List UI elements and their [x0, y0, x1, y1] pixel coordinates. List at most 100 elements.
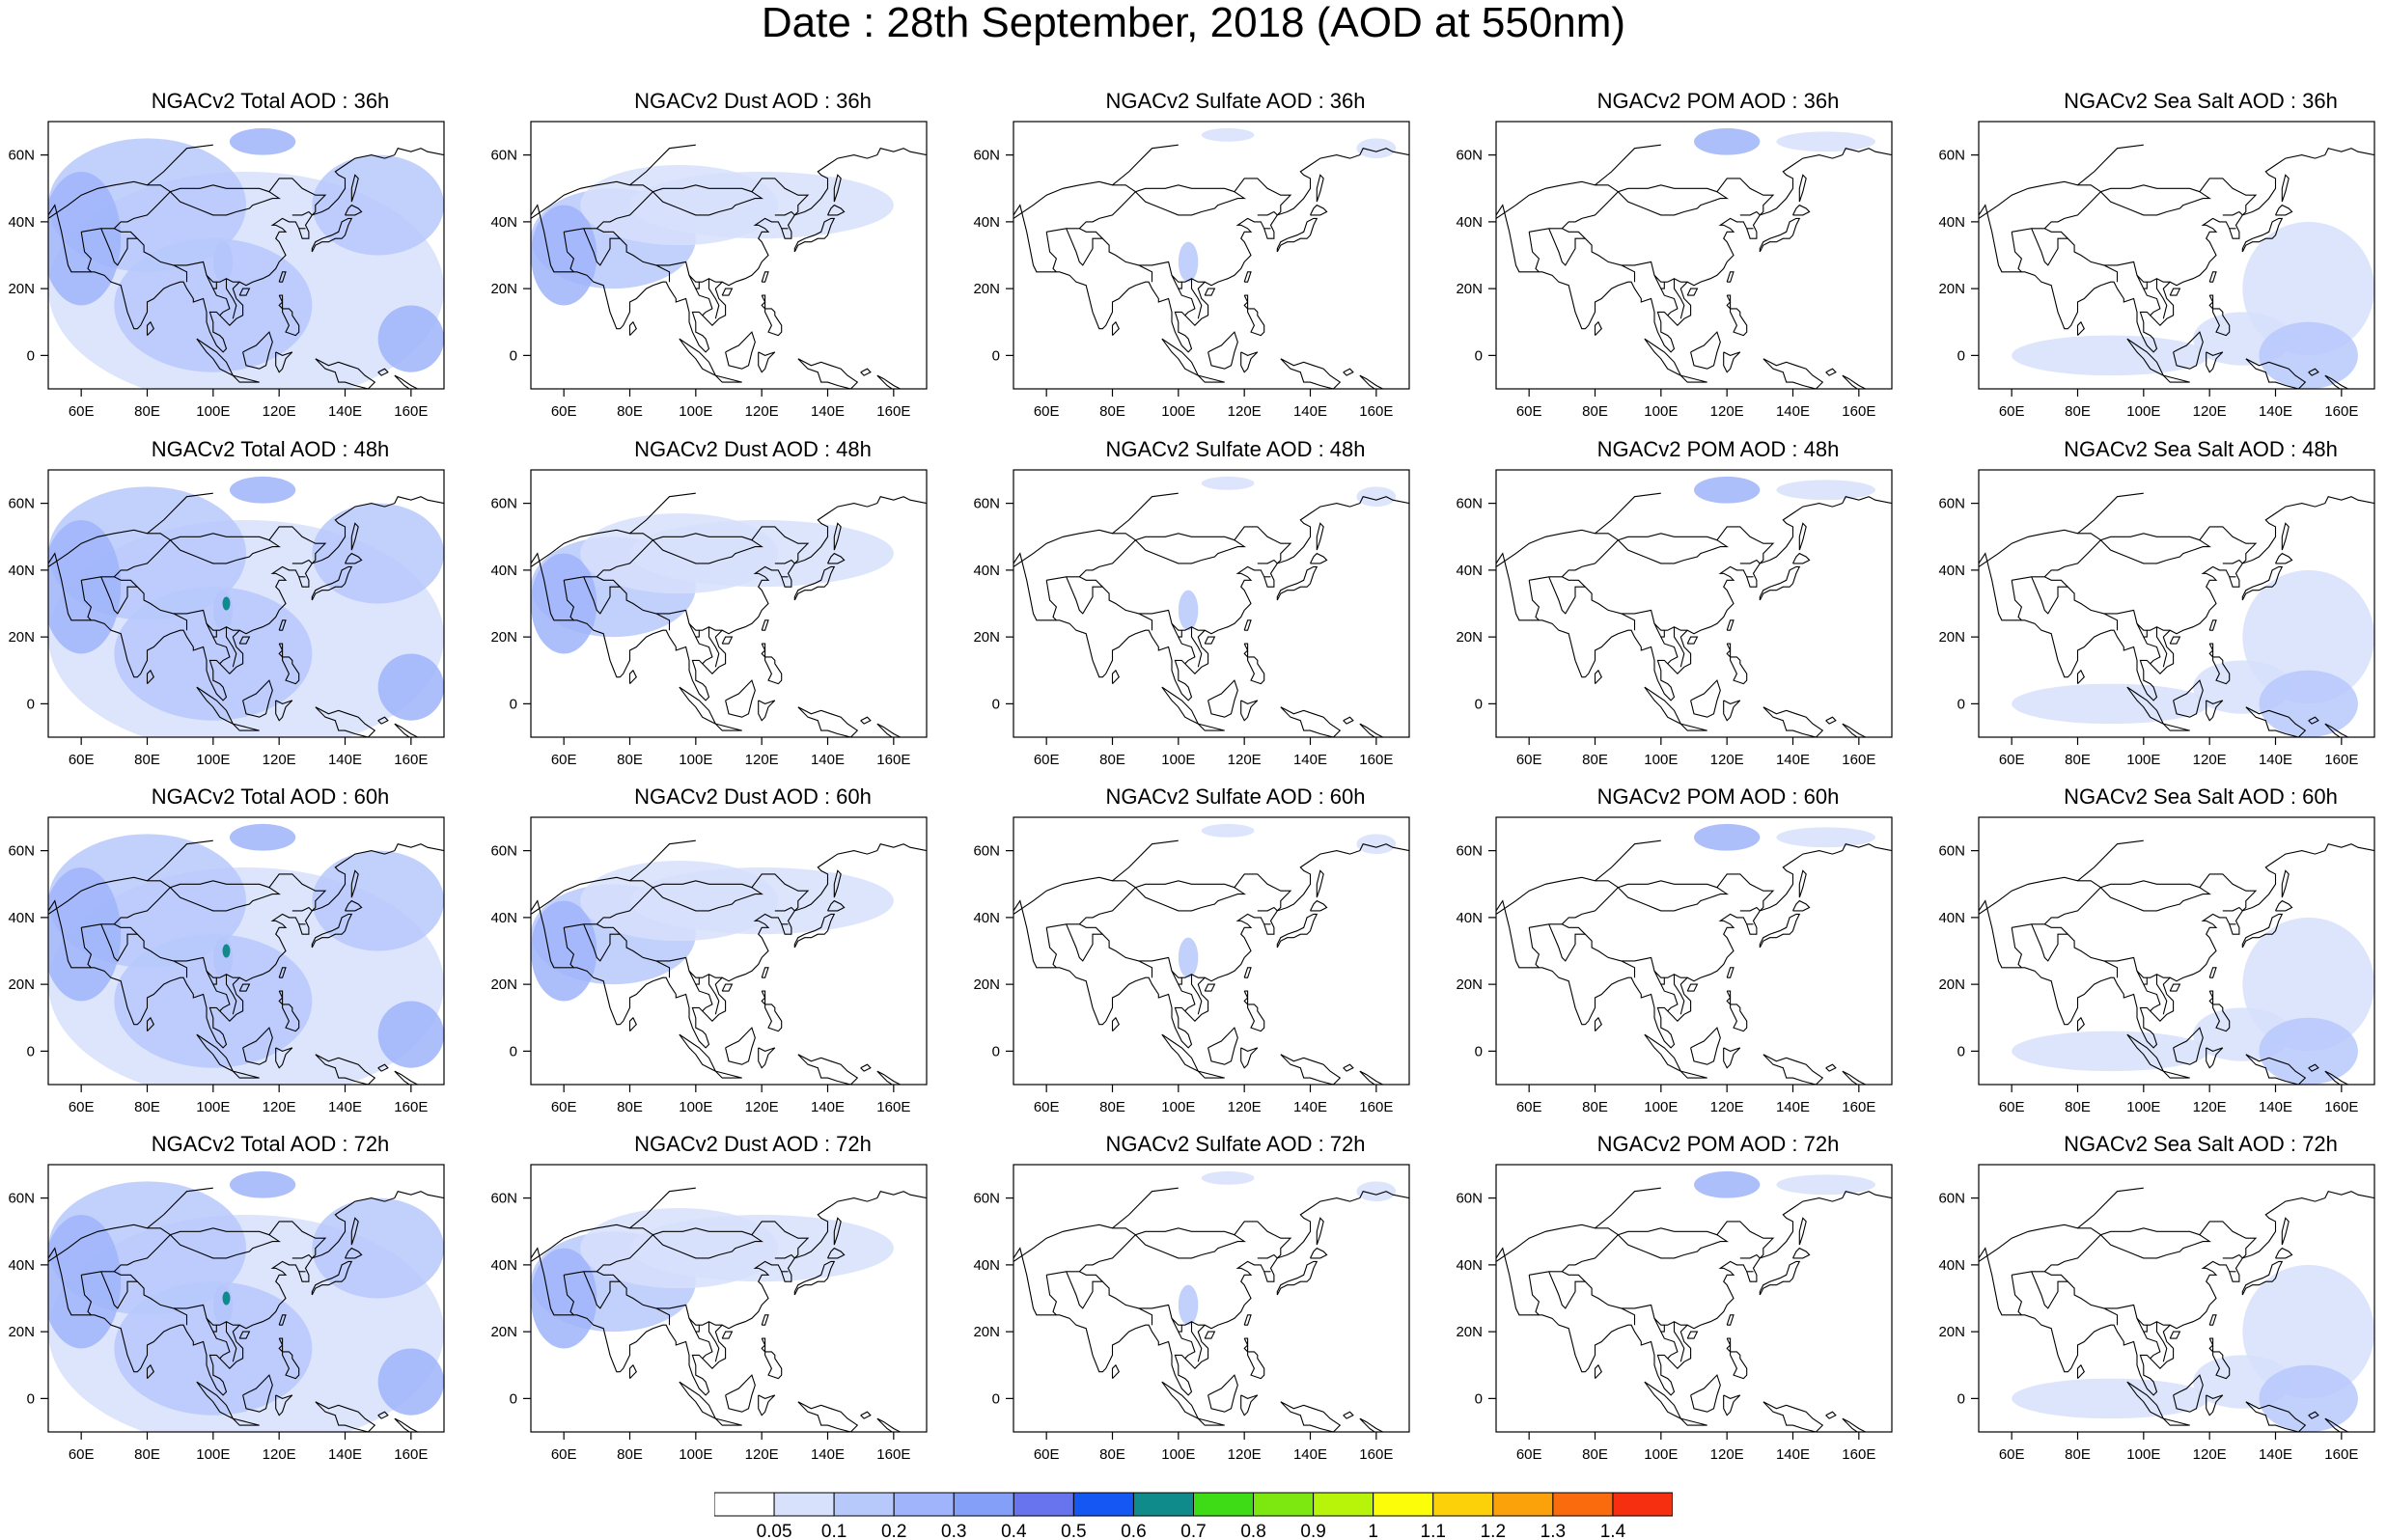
lon-tick-label: 60E: [1516, 1446, 1542, 1463]
coastline: [1112, 144, 1179, 186]
coastline: [679, 1381, 717, 1420]
aod-field-patch: [531, 553, 597, 654]
aod-field-patch: [1776, 131, 1875, 152]
coastline: [1257, 210, 1278, 216]
coastline: [1739, 1253, 1761, 1259]
coastline: [80, 927, 93, 969]
coastline: [652, 887, 764, 912]
coastline: [232, 723, 260, 731]
lat-tick-label: 60N: [973, 843, 1000, 860]
panel-title: NGACv2 Sea Salt AOD : 60h: [2064, 784, 2338, 809]
coastline: [1046, 1271, 1206, 1326]
coastline: [173, 613, 188, 631]
coastline: [2241, 1260, 2284, 1296]
lat-tick-label: 40N: [1938, 1257, 1965, 1274]
coastline: [2173, 1374, 2204, 1413]
coastline: [833, 869, 842, 898]
colorbar-label: 0.4: [1001, 1522, 1027, 1540]
coastline: [797, 1054, 859, 1085]
lat-tick-label: 40N: [1456, 563, 1483, 579]
coastline: [170, 1234, 282, 1259]
colorbar-bin: [953, 1492, 1014, 1517]
coastline: [1161, 338, 1200, 377]
coastline: [1528, 927, 1540, 969]
coastline: [146, 669, 154, 684]
colorbar-bin: [1313, 1492, 1374, 1517]
coastline: [2324, 1417, 2349, 1432]
coastline: [80, 580, 93, 621]
map-panel-pom-72h: NGACv2 POM AOD : 72h 60E 80E 100E 120E 140E 16…: [1456, 1134, 1940, 1463]
coastline: [1078, 526, 1292, 578]
coastline: [721, 983, 734, 992]
lon-tick-label: 120E: [1228, 1446, 1262, 1463]
lat-tick-label: 20N: [973, 629, 1000, 646]
coastline: [147, 144, 213, 186]
lat-tick-label: 20N: [490, 976, 517, 993]
aod-field-patch: [531, 1248, 597, 1349]
aod-field-patch: [629, 519, 894, 588]
coastline: [2162, 1070, 2190, 1079]
coastline: [1190, 626, 1203, 668]
coastline: [827, 552, 846, 564]
coastline: [278, 1337, 300, 1380]
coastline: [628, 669, 637, 684]
lon-tick-label: 160E: [1842, 752, 1875, 768]
colorbar-label: 0.6: [1121, 1522, 1146, 1540]
coastline: [1496, 496, 1892, 701]
lat-tick-label: 60N: [1456, 148, 1483, 164]
coastline: [2077, 144, 2144, 186]
lon-tick-label: 100E: [2126, 403, 2160, 420]
lon-tick-label: 120E: [263, 1446, 296, 1463]
coastline: [146, 320, 154, 336]
lat-tick-label: 20N: [8, 976, 35, 993]
coastline: [394, 1070, 419, 1085]
coastline: [596, 873, 810, 925]
coastline: [833, 1217, 842, 1246]
lon-tick-label: 120E: [745, 403, 779, 420]
coastline: [652, 539, 764, 564]
coastline: [377, 716, 389, 725]
coastline: [1595, 839, 1661, 882]
lat-tick-label: 40N: [973, 563, 1000, 579]
coastline: [1561, 873, 1775, 925]
lat-tick-label: 0: [1957, 347, 1965, 364]
coastline: [2208, 990, 2231, 1032]
coastline: [793, 1260, 836, 1296]
coastline: [1979, 1224, 2101, 1262]
lat-tick-label: 60N: [1938, 148, 1965, 164]
coastline: [2077, 1187, 2144, 1229]
coastline: [1207, 1374, 1238, 1413]
coastline: [170, 539, 282, 564]
coastline: [196, 338, 235, 377]
panel-title: NGACv2 POM AOD : 60h: [1596, 784, 1840, 809]
aod-field-patch: [1201, 127, 1255, 142]
coastline: [278, 294, 300, 337]
aod-field-patch: [629, 866, 894, 935]
lon-tick-label: 100E: [679, 1099, 712, 1115]
coastline: [758, 351, 776, 373]
coastline: [2143, 630, 2148, 638]
coastline: [2143, 282, 2148, 289]
coastline: [1739, 559, 1761, 564]
coastline: [2155, 626, 2168, 668]
lon-tick-label: 140E: [1776, 752, 1810, 768]
coastline: [793, 913, 836, 949]
coastline: [1548, 228, 1586, 266]
lat-tick-label: 40N: [1938, 214, 1965, 231]
coastline: [1161, 1381, 1200, 1420]
coastline: [1316, 869, 1324, 898]
lat-tick-label: 40N: [490, 214, 517, 231]
lat-tick-label: 0: [992, 1043, 1000, 1059]
coastline: [345, 899, 363, 912]
coastline: [1726, 643, 1748, 685]
map-panel-dust-36h: NGACv2 Dust AOD : 36h 60E 80E 100E 120E 140E 1…: [490, 91, 975, 420]
lon-tick-label: 60E: [69, 403, 95, 420]
coastline: [242, 679, 273, 718]
coastline: [563, 580, 575, 621]
lon-tick-label: 60E: [69, 1099, 95, 1115]
map-panel-sulfate-36h: NGACv2 Sulfate AOD : 36h 60E 80E 100E 120E 14…: [973, 91, 1457, 420]
map-plot: 60E 80E 100E 120E 140E 160E 60N 40N 20N 0: [8, 816, 445, 1115]
coastline: [1618, 191, 1730, 216]
coastline: [311, 565, 353, 601]
coastline: [1190, 278, 1203, 319]
